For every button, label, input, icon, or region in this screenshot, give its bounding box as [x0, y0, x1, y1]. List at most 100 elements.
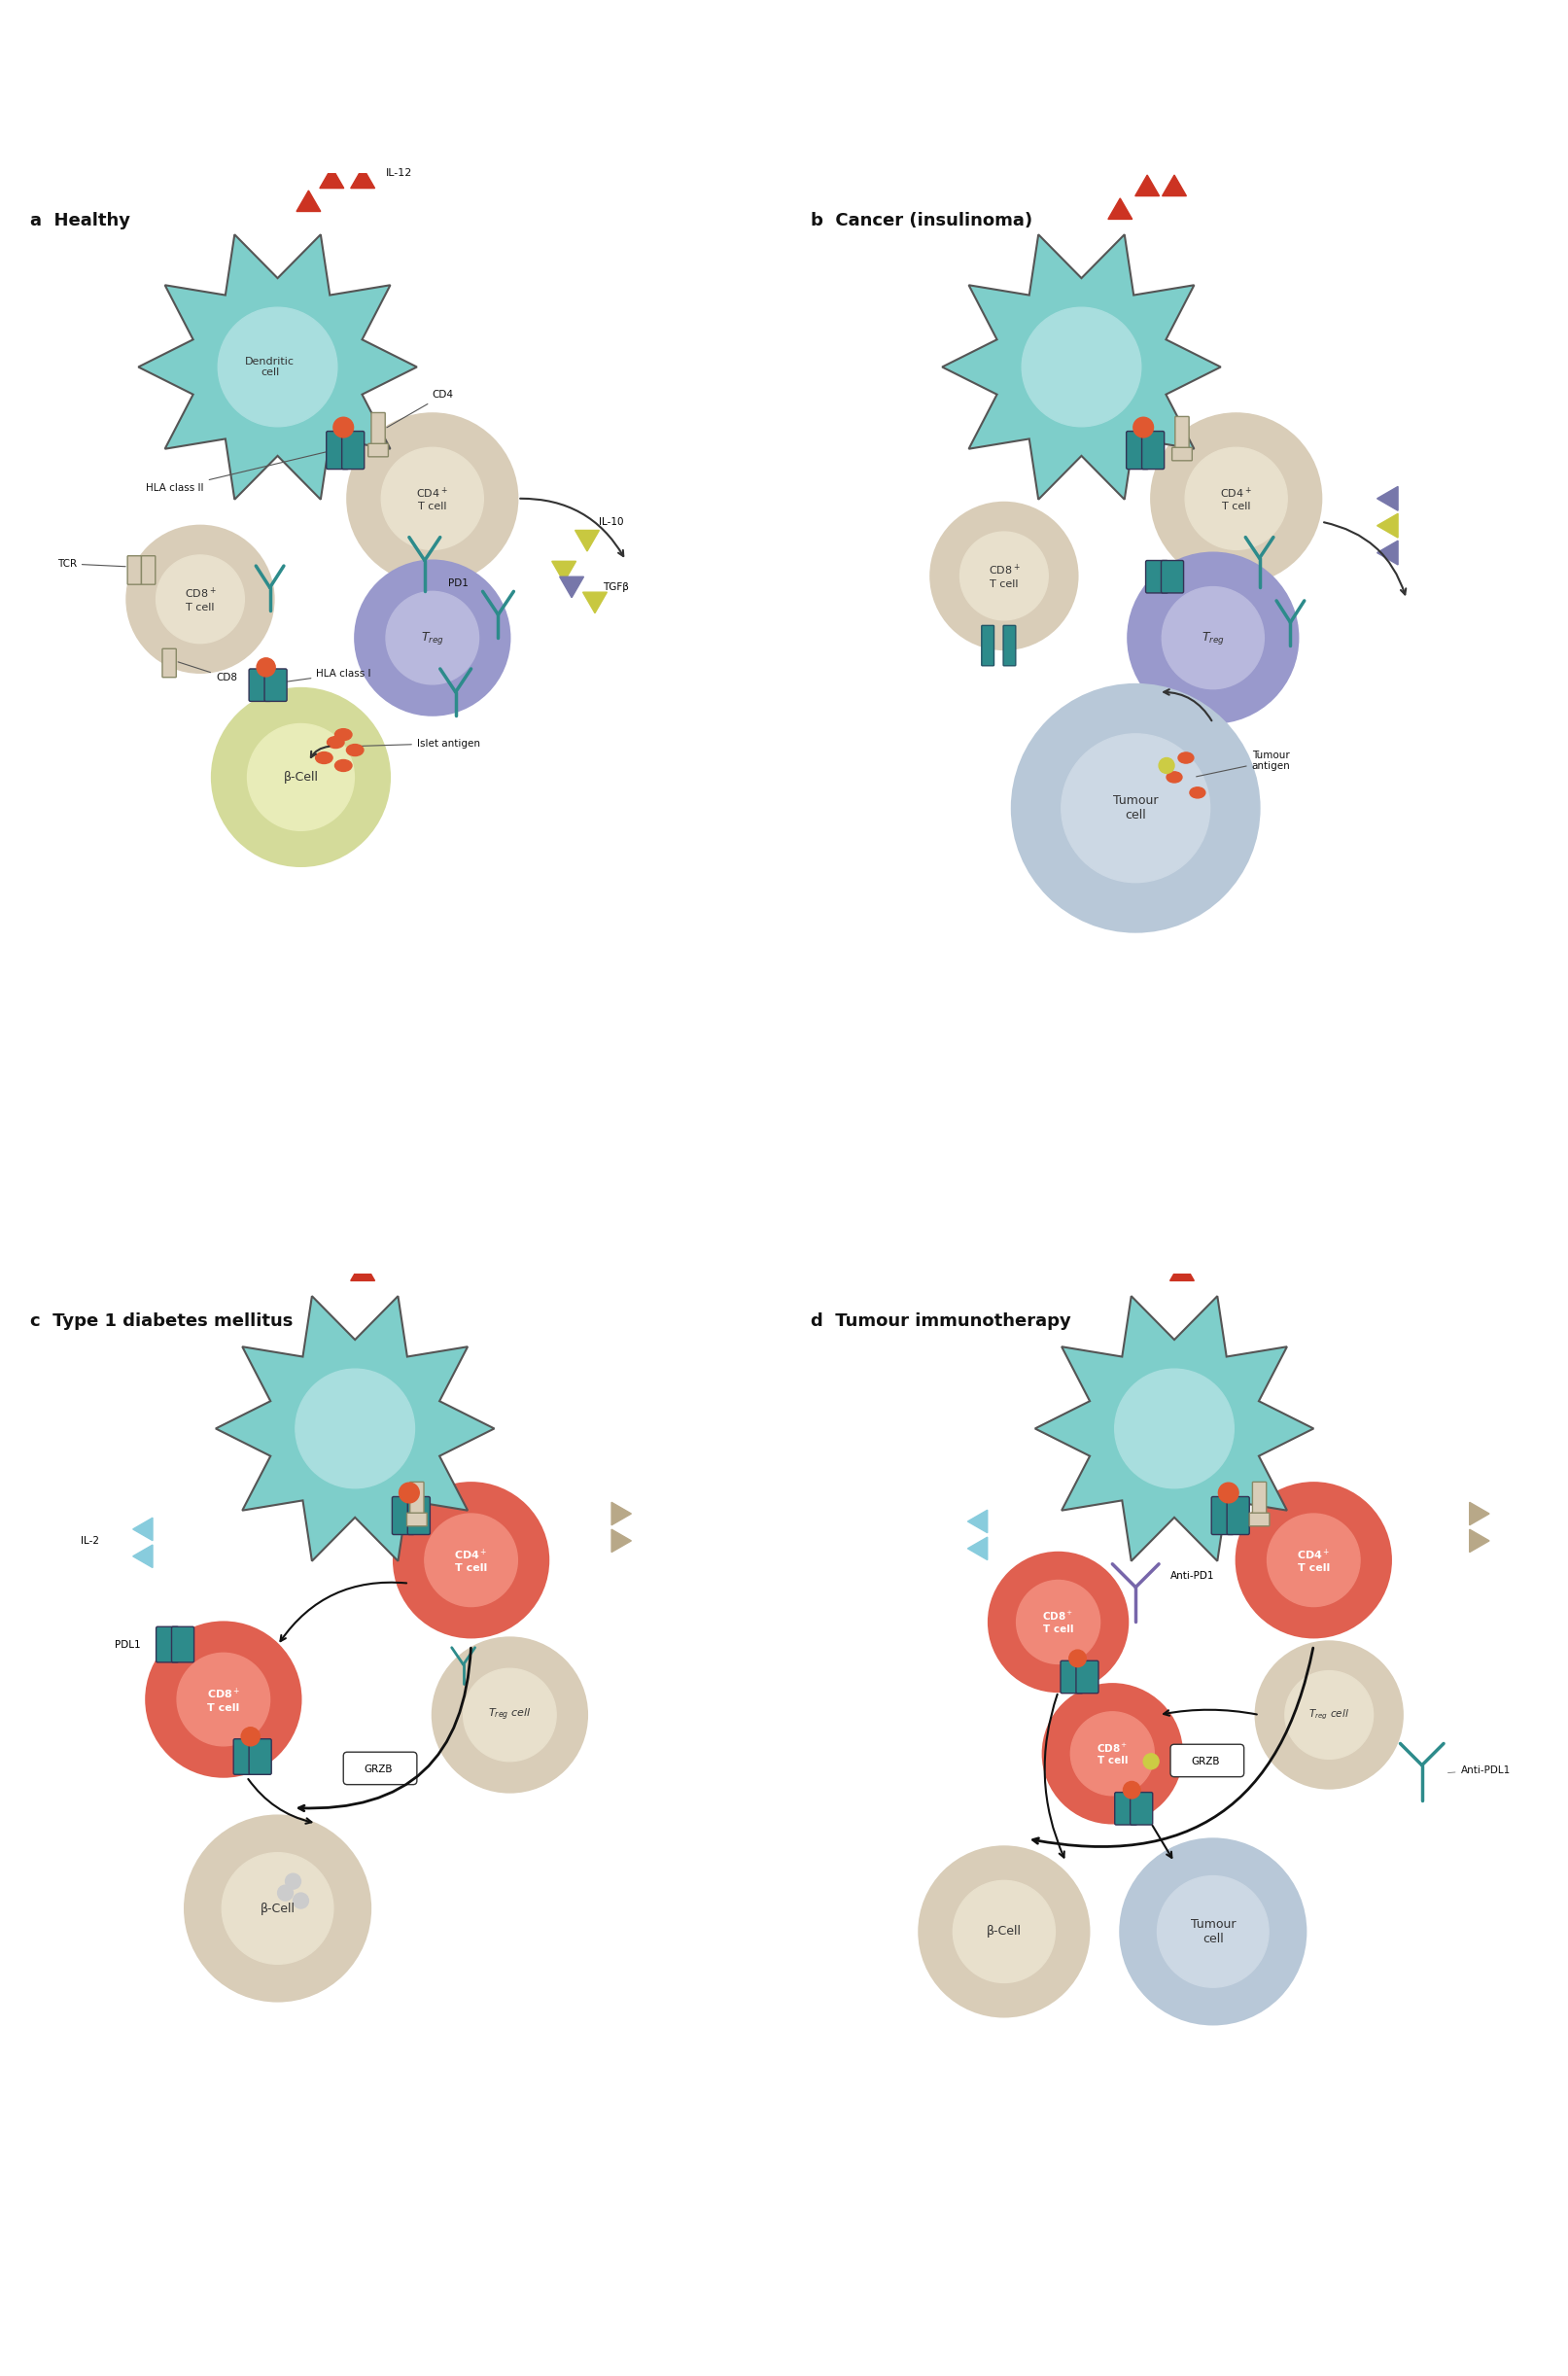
FancyBboxPatch shape: [127, 556, 141, 584]
Text: IL-10: IL-10: [599, 518, 624, 527]
Circle shape: [1043, 1685, 1182, 1822]
FancyBboxPatch shape: [234, 1739, 256, 1775]
Circle shape: [1071, 1711, 1154, 1796]
Ellipse shape: [1167, 772, 1182, 782]
Text: Tumour
cell: Tumour cell: [1190, 1917, 1236, 1946]
Circle shape: [930, 501, 1077, 649]
Ellipse shape: [328, 737, 343, 748]
Circle shape: [293, 1894, 309, 1908]
FancyBboxPatch shape: [1076, 1661, 1099, 1694]
Circle shape: [218, 307, 337, 428]
Polygon shape: [351, 1259, 375, 1281]
Circle shape: [425, 1514, 517, 1606]
Text: a  Healthy: a Healthy: [30, 211, 130, 230]
Circle shape: [988, 1552, 1127, 1692]
Polygon shape: [138, 235, 417, 499]
FancyBboxPatch shape: [408, 1497, 430, 1535]
Circle shape: [285, 1875, 301, 1889]
FancyBboxPatch shape: [368, 444, 389, 456]
FancyBboxPatch shape: [157, 1628, 179, 1663]
Circle shape: [212, 689, 390, 867]
Polygon shape: [216, 1295, 494, 1561]
Polygon shape: [583, 592, 607, 613]
Text: T$_{reg}$ cell: T$_{reg}$ cell: [488, 1706, 532, 1723]
Polygon shape: [1109, 197, 1132, 219]
Text: β-Cell: β-Cell: [284, 770, 318, 784]
Circle shape: [157, 556, 245, 644]
Text: Tumour
cell: Tumour cell: [1113, 794, 1159, 822]
Circle shape: [1011, 684, 1259, 931]
Text: PD1: PD1: [448, 580, 469, 589]
Text: HLA class II: HLA class II: [146, 451, 329, 492]
Circle shape: [1016, 1580, 1101, 1663]
FancyBboxPatch shape: [406, 1514, 426, 1525]
FancyBboxPatch shape: [1060, 1661, 1083, 1694]
FancyBboxPatch shape: [1142, 430, 1165, 468]
Polygon shape: [133, 1518, 152, 1540]
Polygon shape: [1196, 1236, 1221, 1257]
Text: Dendritic
cell: Dendritic cell: [245, 356, 295, 378]
Text: CD8$^+$
T cell: CD8$^+$ T cell: [1096, 1742, 1127, 1765]
Circle shape: [960, 532, 1047, 620]
Circle shape: [1218, 1483, 1239, 1504]
FancyBboxPatch shape: [1250, 1514, 1270, 1525]
Text: IL-2: IL-2: [82, 1535, 100, 1547]
Polygon shape: [552, 561, 575, 582]
Polygon shape: [967, 1511, 988, 1533]
FancyBboxPatch shape: [1174, 416, 1189, 449]
Polygon shape: [1377, 487, 1399, 511]
FancyBboxPatch shape: [249, 668, 271, 701]
Polygon shape: [1170, 1259, 1195, 1281]
Ellipse shape: [336, 760, 351, 772]
Polygon shape: [1377, 513, 1399, 537]
Circle shape: [257, 658, 276, 677]
Ellipse shape: [336, 729, 351, 741]
Circle shape: [1120, 1839, 1306, 2024]
Polygon shape: [967, 1537, 988, 1561]
Polygon shape: [320, 166, 343, 188]
Text: CD4$^+$
T cell: CD4$^+$ T cell: [417, 485, 448, 511]
Circle shape: [1159, 758, 1174, 772]
Circle shape: [1134, 418, 1154, 437]
Circle shape: [278, 1884, 293, 1901]
FancyBboxPatch shape: [1253, 1483, 1267, 1514]
Polygon shape: [612, 1530, 632, 1552]
FancyBboxPatch shape: [1171, 447, 1192, 461]
Circle shape: [127, 525, 274, 672]
Text: GRZB: GRZB: [364, 1765, 392, 1775]
FancyBboxPatch shape: [163, 649, 176, 677]
FancyBboxPatch shape: [1131, 1792, 1152, 1825]
Polygon shape: [133, 1544, 152, 1568]
FancyBboxPatch shape: [392, 1497, 414, 1535]
Text: CD8$^+$
T cell: CD8$^+$ T cell: [1043, 1611, 1074, 1635]
Polygon shape: [942, 235, 1221, 499]
Text: CD4$^+$
T cell: CD4$^+$ T cell: [1220, 485, 1253, 511]
FancyBboxPatch shape: [372, 413, 386, 444]
Text: T$_{reg}$ cell: T$_{reg}$ cell: [1309, 1708, 1350, 1723]
FancyBboxPatch shape: [249, 1739, 271, 1775]
Text: CD8$^+$
T cell: CD8$^+$ T cell: [988, 563, 1019, 589]
FancyBboxPatch shape: [343, 1751, 417, 1784]
Circle shape: [354, 561, 510, 715]
Ellipse shape: [347, 744, 364, 756]
Polygon shape: [560, 577, 583, 599]
Ellipse shape: [1178, 753, 1193, 763]
Text: T$_{reg}$: T$_{reg}$: [420, 630, 444, 646]
Circle shape: [386, 592, 478, 684]
FancyBboxPatch shape: [1146, 561, 1168, 594]
FancyBboxPatch shape: [1212, 1497, 1234, 1535]
Circle shape: [1062, 734, 1210, 881]
Text: c  Type 1 diabetes mellitus: c Type 1 diabetes mellitus: [30, 1312, 293, 1331]
Circle shape: [248, 725, 354, 832]
Polygon shape: [612, 1502, 632, 1525]
Text: TGFβ: TGFβ: [602, 582, 629, 592]
Text: TCR: TCR: [56, 558, 125, 568]
Text: Anti-PDL1: Anti-PDL1: [1447, 1765, 1510, 1775]
Text: CD8$^+$
T cell: CD8$^+$ T cell: [185, 587, 216, 613]
Text: CD8$^+$
T cell: CD8$^+$ T cell: [207, 1687, 240, 1713]
Polygon shape: [1469, 1530, 1490, 1552]
FancyBboxPatch shape: [171, 1628, 194, 1663]
FancyBboxPatch shape: [141, 556, 155, 584]
Circle shape: [1286, 1670, 1374, 1758]
Ellipse shape: [1190, 786, 1206, 798]
